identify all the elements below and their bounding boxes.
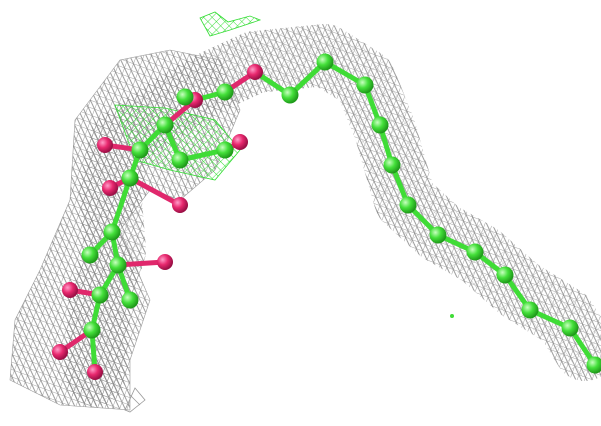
carbon-atom — [496, 266, 514, 284]
carbon-atom — [561, 319, 579, 337]
oxygen-atom — [52, 344, 68, 360]
carbon-atom — [81, 246, 99, 264]
oxygen-atom — [102, 180, 118, 196]
carbon-atom — [356, 76, 374, 94]
oxygen-atom — [97, 137, 113, 153]
carbon-atom — [91, 286, 109, 304]
carbon-atom — [316, 53, 334, 71]
carbon-atom — [216, 141, 234, 159]
bond — [127, 175, 183, 208]
ligand-density — [114, 104, 241, 181]
stray-atom — [450, 314, 454, 318]
carbon-atom — [281, 86, 299, 104]
carbon-atom — [466, 243, 484, 261]
carbon-atom — [103, 223, 121, 241]
carbon-atom — [171, 151, 189, 169]
oxygen-atom — [157, 254, 173, 270]
bond — [109, 175, 133, 235]
carbon-atom — [109, 256, 127, 274]
density-mesh — [9, 11, 601, 413]
atoms — [52, 53, 601, 380]
carbon-atom — [429, 226, 447, 244]
carbon-atom — [371, 116, 389, 134]
carbon-atom — [383, 156, 401, 174]
carbon-atom — [121, 169, 139, 187]
ligand-density-fragment — [199, 11, 262, 37]
carbon-atom — [586, 356, 601, 374]
carbon-atom — [399, 196, 417, 214]
oxygen-atom — [232, 134, 248, 150]
carbon-atom — [121, 291, 139, 309]
oxygen-atom — [62, 282, 78, 298]
carbon-atom — [131, 141, 149, 159]
carbon-atom — [83, 321, 101, 339]
carbon-atom — [216, 83, 234, 101]
carbon-atom — [521, 301, 539, 319]
oxygen-atom — [247, 64, 263, 80]
carbon-atom — [176, 88, 194, 106]
carbon-atom — [156, 116, 174, 134]
mesh-fragment — [124, 387, 146, 413]
oxygen-atom — [172, 197, 188, 213]
oxygen-atom — [87, 364, 103, 380]
